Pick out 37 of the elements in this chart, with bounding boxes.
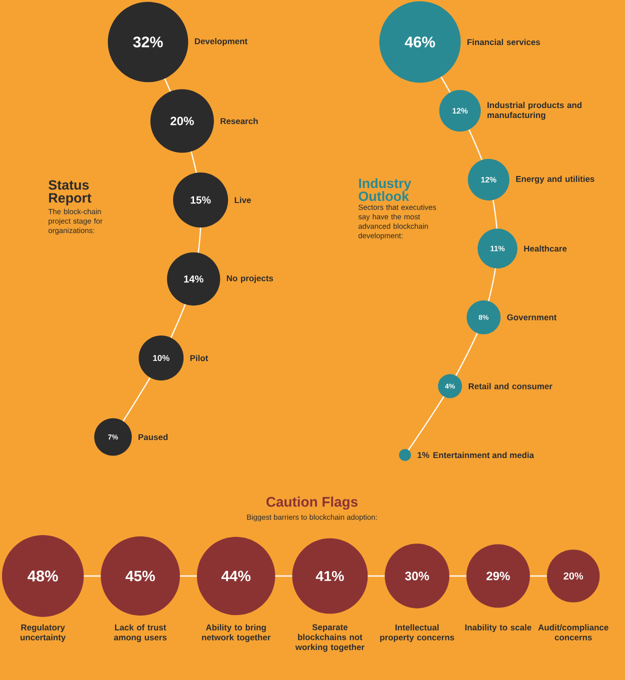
category-label: Retail and consumer [468,383,552,390]
data-label: 48% [28,570,58,582]
data-label: 30% [405,572,429,580]
category-label: Ability to bring network together [202,624,271,642]
category-label: Inability to scale [465,624,532,632]
text: Industry Outlook [358,178,412,202]
data-label: 1% [418,452,430,458]
category-label: Pilot [190,354,208,362]
category-label: Healthcare [524,245,567,252]
data-label: 14% [184,275,204,283]
category-label: Research [220,118,258,124]
text: Caution Flags [266,496,358,510]
data-label: 10% [153,354,170,361]
category-label: Industrial products and manufacturing [488,102,582,120]
data-label: 29% [486,572,510,580]
data-label: 15% [190,196,211,204]
category-label: Development [194,38,248,46]
data-label: 20% [170,116,194,126]
data-label: 44% [221,570,250,582]
category-label: Financial services [467,38,540,46]
category-label: Separate blockchains not working together [295,624,364,652]
data-label: 41% [316,570,344,582]
category-label: Paused [138,434,168,440]
data-label: 46% [404,36,436,48]
category-label: Government [507,314,557,320]
category-label: Audit/compliance concerns [538,624,608,640]
text: Status Report [48,180,92,206]
category-label: Intellectual property concerns [380,624,454,642]
category-label: Regulatory uncertainty [20,624,66,642]
data-label: 32% [133,36,163,48]
category-label: Energy and utilities [516,176,594,184]
data-label: 45% [126,570,155,582]
data-label: 20% [564,572,584,580]
category-label: Live [234,196,251,204]
category-label: Lack of trust among users [114,624,167,642]
category-label: Entertainment and media [433,452,534,458]
category-label: No projects [226,275,274,283]
